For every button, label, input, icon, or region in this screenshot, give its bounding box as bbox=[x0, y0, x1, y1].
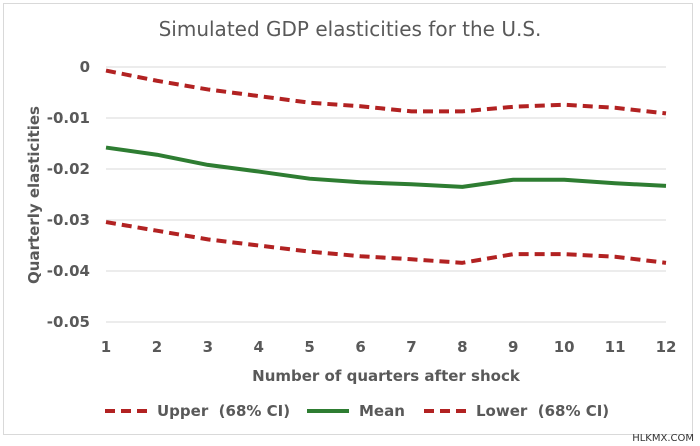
x-tick-label: 10 bbox=[554, 338, 575, 356]
y-axis-label: Quarterly elasticities bbox=[25, 106, 43, 284]
x-tick-label: 7 bbox=[406, 338, 416, 356]
series-line-upper bbox=[105, 68, 667, 116]
y-tick-label: -0.01 bbox=[47, 109, 90, 127]
x-tick-label: 2 bbox=[152, 338, 162, 356]
chart-title: Simulated GDP elasticities for the U.S. bbox=[159, 17, 542, 41]
x-tick-label: 8 bbox=[457, 338, 467, 356]
legend-label: Lower (68% CI) bbox=[476, 402, 609, 420]
x-axis-label: Number of quarters after shock bbox=[252, 367, 521, 385]
legend-label: Mean bbox=[359, 402, 405, 420]
x-tick-label: 1 bbox=[101, 338, 111, 356]
series-lines bbox=[105, 68, 667, 265]
y-axis-ticks: 0 -0.01 -0.02 -0.03 -0.04 -0.05 bbox=[47, 58, 90, 331]
x-tick-label: 6 bbox=[355, 338, 365, 356]
series-line-lower bbox=[105, 220, 667, 265]
x-axis-ticks: 1 2 3 4 5 6 7 8 9 10 11 12 bbox=[101, 338, 677, 356]
y-tick-label: -0.03 bbox=[47, 211, 90, 229]
legend: Upper (68% CI) Mean Lower (68% CI) bbox=[105, 402, 609, 420]
chart-frame bbox=[3, 3, 693, 435]
y-tick-label: -0.05 bbox=[47, 313, 90, 331]
x-tick-label: 11 bbox=[605, 338, 626, 356]
x-tick-label: 12 bbox=[656, 338, 677, 356]
y-tick-label: 0 bbox=[80, 58, 90, 76]
watermark: HLKMX.COM bbox=[632, 433, 694, 444]
legend-label: Upper (68% CI) bbox=[157, 402, 290, 420]
series-line-mean bbox=[105, 145, 667, 189]
y-tick-label: -0.04 bbox=[47, 262, 90, 280]
x-tick-label: 5 bbox=[304, 338, 314, 356]
x-tick-label: 9 bbox=[508, 338, 518, 356]
x-tick-label: 4 bbox=[254, 338, 264, 356]
y-tick-label: -0.02 bbox=[47, 160, 90, 178]
x-tick-label: 3 bbox=[203, 338, 213, 356]
gridlines bbox=[106, 66, 666, 323]
